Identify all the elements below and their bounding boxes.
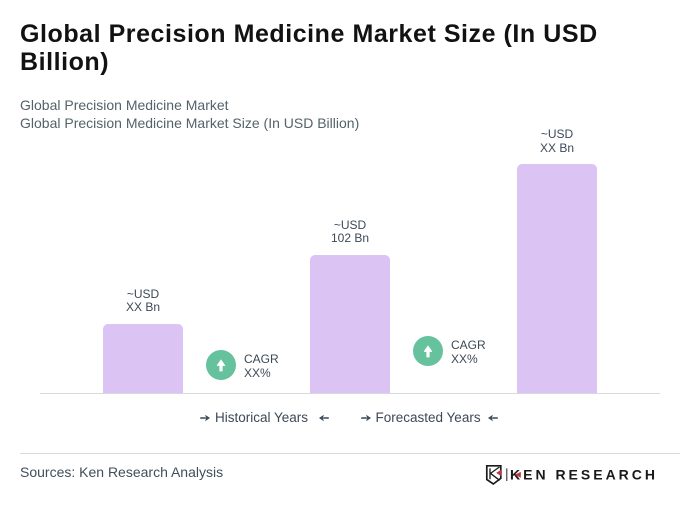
- svg-text:KEN RESEARCH: KEN RESEARCH: [510, 467, 658, 483]
